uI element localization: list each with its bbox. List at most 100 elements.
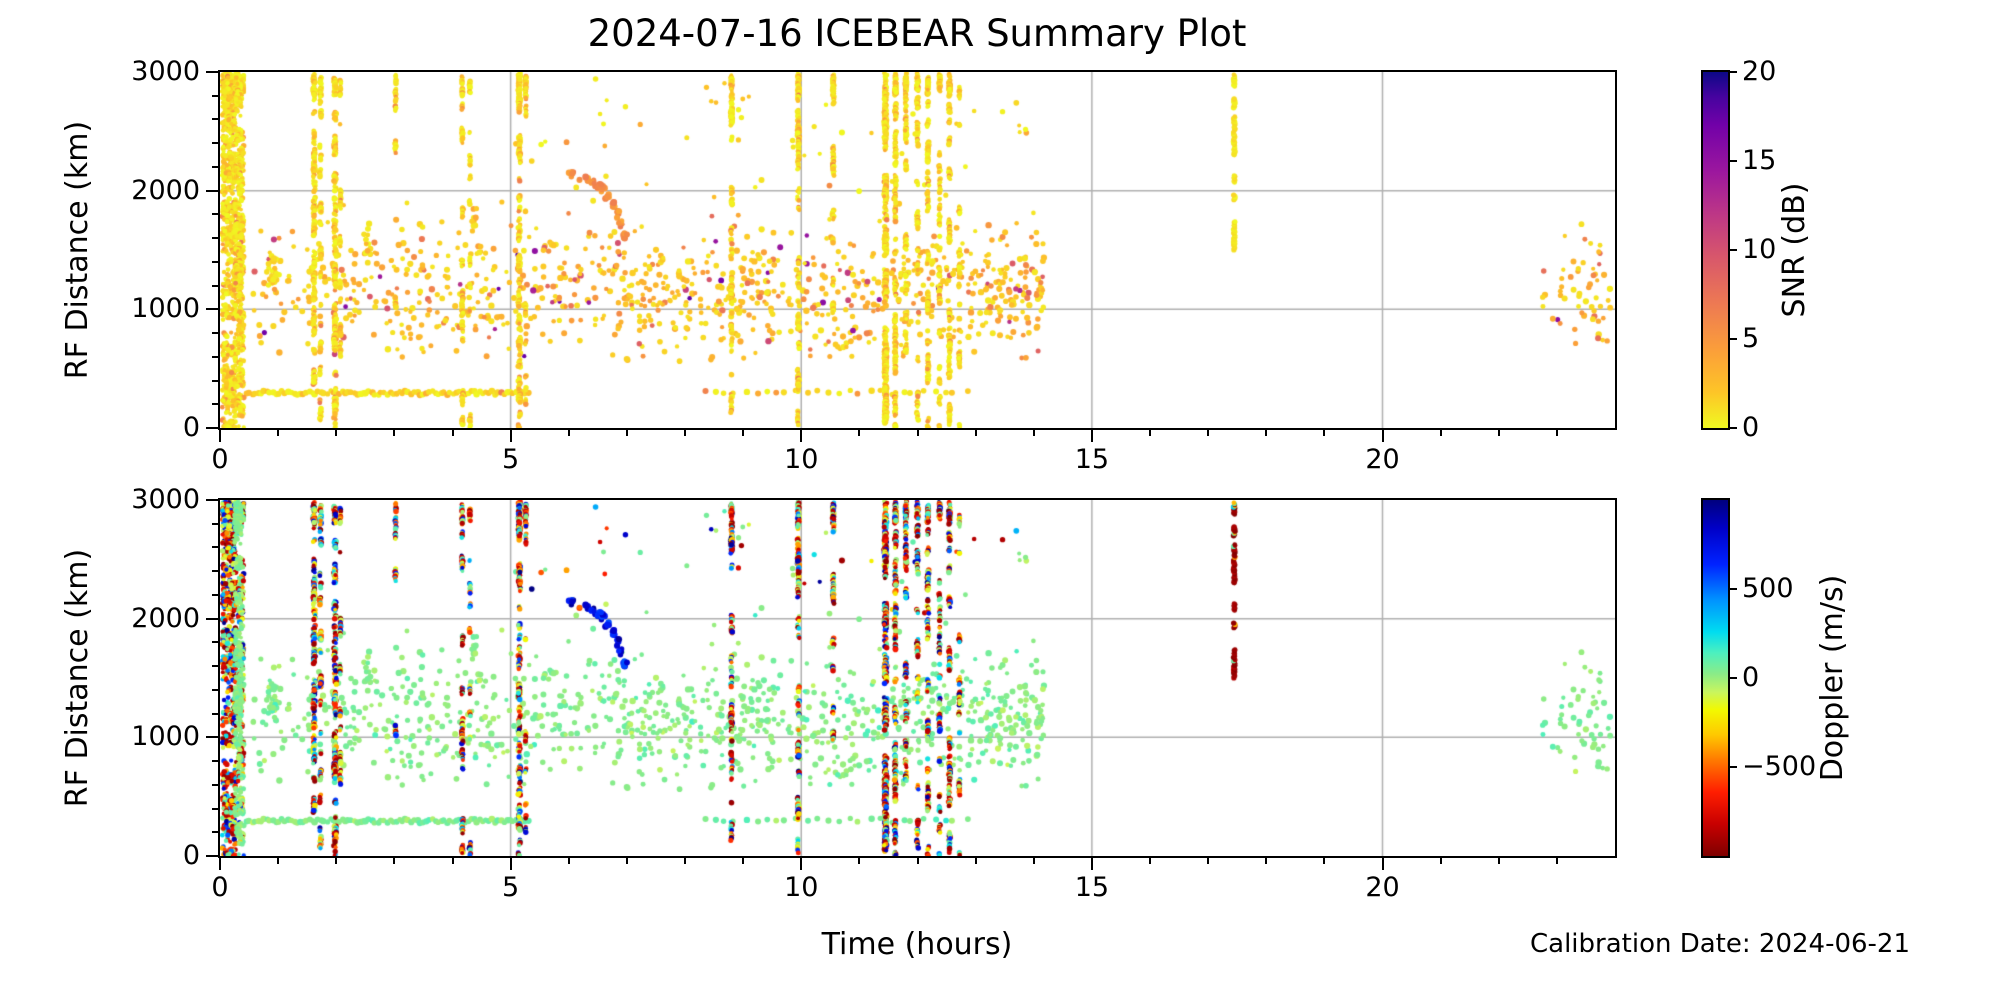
colorbar-tick-label: −500 [1742,751,1817,782]
x-minor-tick [1439,858,1442,864]
y-major-tick [206,855,218,857]
colorbar-tick [1730,588,1737,590]
x-minor-tick [393,858,396,864]
y-minor-tick [212,379,218,382]
x-major-tick [509,858,512,870]
x-minor-tick [625,858,628,864]
x-minor-tick [974,858,977,864]
x-tick-label: 0 [211,444,229,475]
calibration-note: Calibration Date: 2024-06-21 [1530,929,1910,959]
y-minor-tick [212,213,218,216]
colorbar-tick [1730,427,1737,429]
y-major-tick [206,617,218,620]
y-minor-tick [212,641,218,644]
x-major-tick [800,430,803,442]
x-major-tick [800,858,803,870]
x-tick-label: 0 [211,872,229,903]
x-minor-tick [277,858,280,864]
x-minor-tick [1497,430,1500,436]
colorbar-tick-label: 500 [1742,573,1794,604]
y-minor-tick [212,142,218,145]
y-major-tick [206,427,218,429]
colorbar-tick-label: 10 [1742,234,1777,265]
x-minor-tick [1323,858,1326,864]
x-minor-tick [1032,858,1035,864]
snr-subplot [218,70,1617,430]
x-minor-tick [1555,858,1558,864]
doppler-scatter-canvas [220,500,1615,856]
x-major-tick [1381,430,1384,442]
x-minor-tick [335,858,338,864]
x-major-tick [219,430,221,442]
figure-title: 2024-07-16 ICEBEAR Summary Plot [587,12,1247,55]
x-minor-tick [277,430,280,436]
y-minor-tick [212,260,218,263]
colorbar-tick [1730,338,1737,340]
x-minor-tick [451,858,454,864]
x-minor-tick [858,430,861,436]
x-tick-label: 10 [784,872,819,903]
x-tick-label: 5 [502,872,520,903]
colorbar-tick-label: 0 [1742,412,1760,443]
x-tick-label: 15 [1074,444,1110,475]
y-tick-label: 2000 [131,174,200,206]
y-minor-tick [212,570,218,573]
y-minor-tick [212,237,218,240]
x-minor-tick [393,430,396,436]
x-minor-tick [567,430,570,436]
x-minor-tick [1497,858,1500,864]
y-minor-tick [212,831,218,834]
y-minor-tick [212,522,218,525]
x-minor-tick [1207,430,1210,436]
x-minor-tick [684,858,686,864]
y-minor-tick [212,332,218,335]
x-minor-tick [684,430,686,436]
y-tick-label: 0 [182,840,200,871]
x-major-tick [1090,430,1093,442]
colorbar-tick [1730,160,1737,162]
y-tick-label: 2000 [131,602,200,634]
x-minor-tick [742,858,745,864]
x-minor-tick [1032,430,1035,436]
y-tick-label: 1000 [131,293,200,325]
x-minor-tick [916,430,919,436]
x-minor-tick [1149,858,1151,864]
x-minor-tick [916,858,919,864]
snr-scatter-canvas [220,72,1615,428]
snr-colorbar [1701,70,1730,430]
colorbar-tick-label: 5 [1742,323,1760,354]
doppler-colorbar [1701,498,1730,858]
x-major-tick [1381,858,1384,870]
y-minor-tick [212,712,218,715]
colorbar-tick [1730,249,1737,251]
x-minor-tick [625,430,628,436]
x-tick-label: 10 [784,444,819,475]
colorbar-tick-label: 15 [1742,145,1777,176]
y-minor-tick [212,355,218,358]
y-minor-tick [212,783,218,786]
x-axis-label: Time (hours) [821,927,1013,962]
x-minor-tick [451,430,454,436]
colorbar-tick-label: 20 [1742,56,1777,87]
x-major-tick [219,858,221,870]
x-minor-tick [567,858,570,864]
y-tick-label: 1000 [131,721,200,753]
x-minor-tick [974,430,977,436]
x-tick-label: 20 [1365,872,1400,903]
colorbar-tick [1730,71,1737,73]
colorbar-tick [1730,677,1737,679]
y-major-tick [206,499,218,501]
y-minor-tick [212,165,218,168]
y-minor-tick [212,688,218,691]
x-minor-tick [1265,430,1268,436]
y-minor-tick [212,94,218,97]
x-minor-tick [1323,430,1326,436]
y-minor-tick [212,284,218,287]
x-major-tick [509,430,512,442]
y-major-tick [206,736,218,739]
y-minor-tick [212,760,218,763]
x-minor-tick [742,430,745,436]
x-tick-label: 15 [1074,872,1110,903]
y-minor-tick [212,403,218,406]
